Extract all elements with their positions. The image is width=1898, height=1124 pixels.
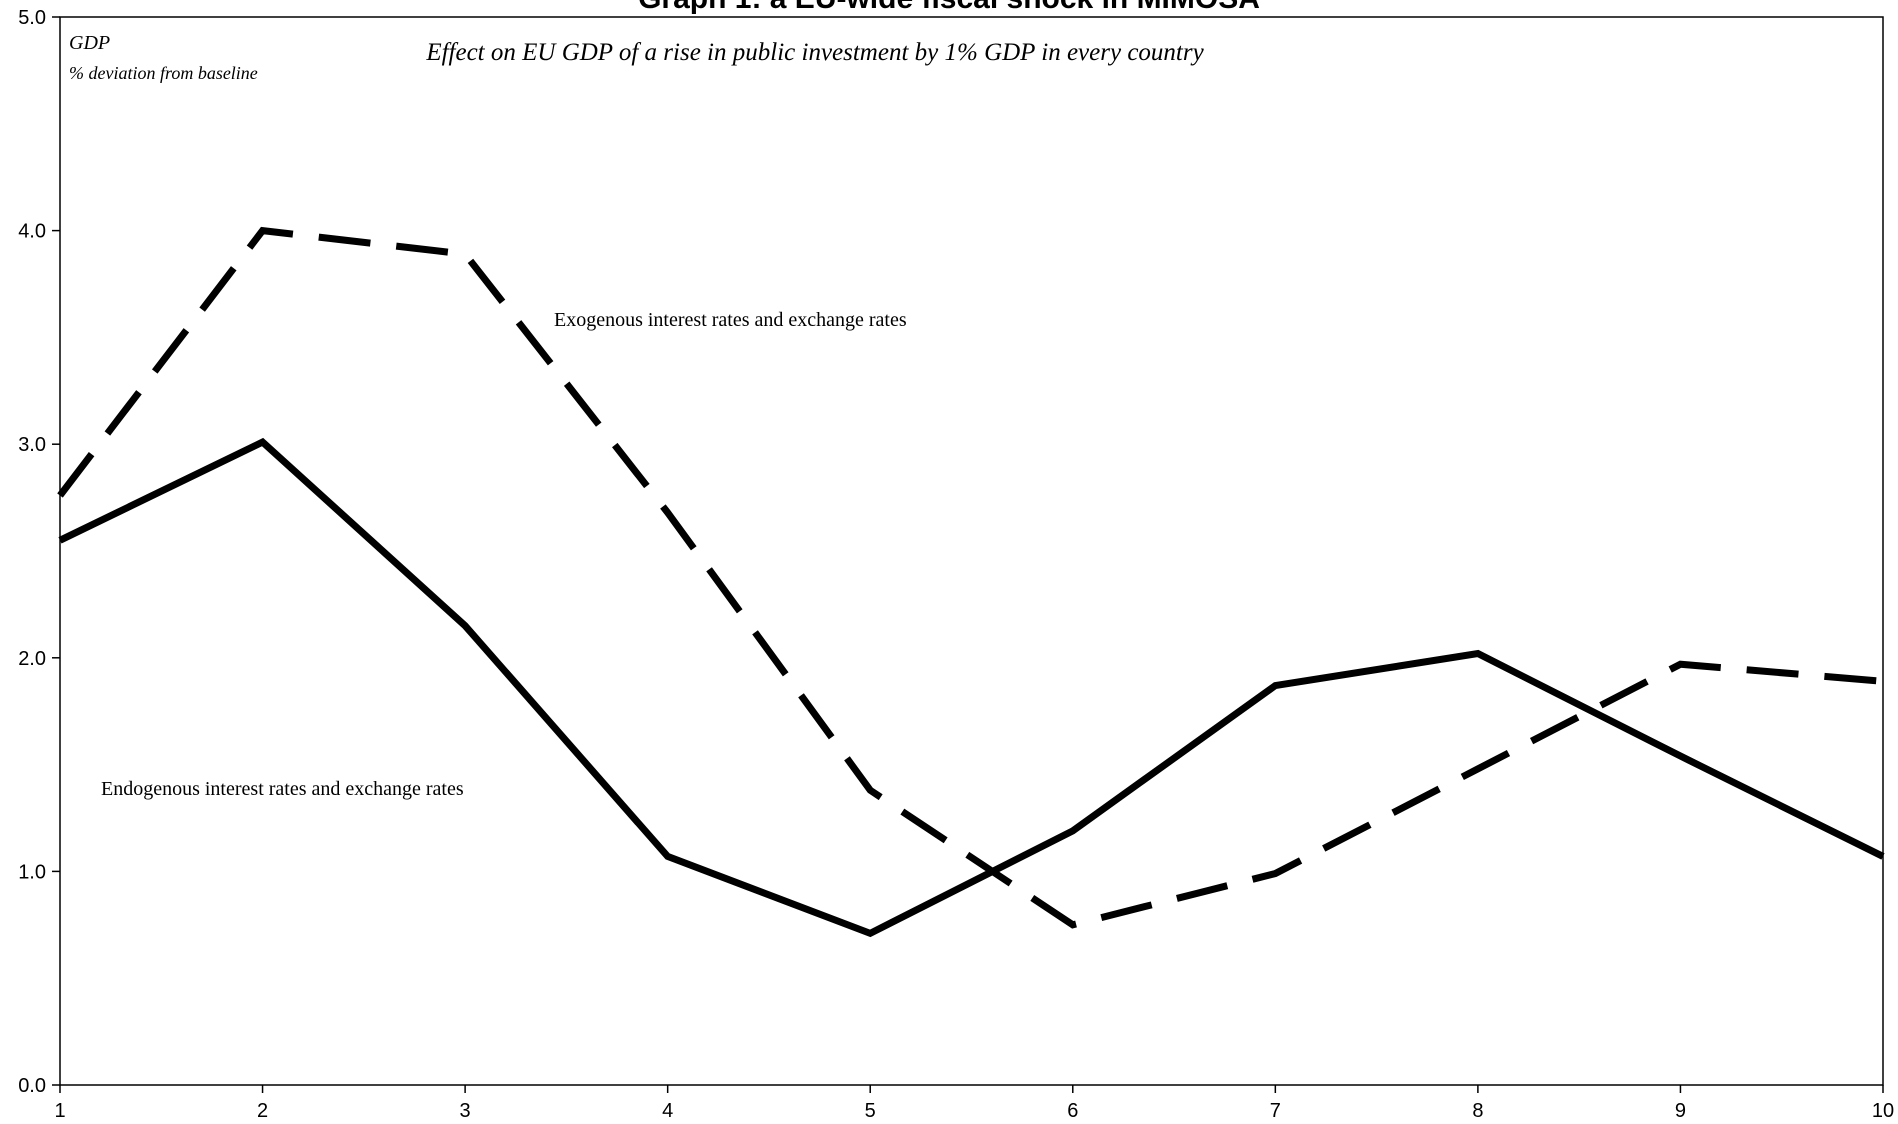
x-axis: 1 2 3 4 5 6 7 8 9 10: [54, 1085, 1894, 1122]
chart-title: Graph 1: a EU-wide fiscal shock in MIMOS…: [638, 0, 1260, 15]
y-axis-label: GDP: [69, 32, 110, 54]
series-label-endogenous: Endogenous interest rates and exchange r…: [101, 778, 464, 800]
y-tick-label: 5.0: [18, 7, 46, 29]
x-tick-label: 7: [1270, 1100, 1281, 1122]
x-tick-label: 3: [460, 1100, 471, 1122]
x-tick-label: 2: [257, 1100, 268, 1122]
x-tick-label: 4: [662, 1100, 673, 1122]
x-tick-label: 8: [1472, 1100, 1483, 1122]
y-tick-label: 2.0: [18, 648, 46, 670]
y-tick-label: 3.0: [18, 434, 46, 456]
series-layer: [60, 231, 1883, 934]
plot-area: [60, 17, 1883, 1085]
y-axis: 0.0 1.0 2.0 3.0 4.0 5.0: [18, 7, 60, 1097]
y-tick-label: 0.0: [18, 1075, 46, 1097]
y-axis-sublabel: % deviation from baseline: [69, 63, 258, 83]
x-tick-label: 10: [1872, 1100, 1894, 1122]
series-label-exogenous: Exogenous interest rates and exchange ra…: [554, 309, 907, 331]
chart-subtitle: Effect on EU GDP of a rise in public inv…: [425, 39, 1204, 66]
x-tick-label: 1: [54, 1100, 65, 1122]
y-tick-label: 1.0: [18, 861, 46, 883]
y-tick-label: 4.0: [18, 221, 46, 243]
x-tick-label: 5: [865, 1100, 876, 1122]
x-tick-label: 9: [1675, 1100, 1686, 1122]
series-line-exogenous: [60, 231, 1883, 925]
x-tick-label: 6: [1067, 1100, 1078, 1122]
